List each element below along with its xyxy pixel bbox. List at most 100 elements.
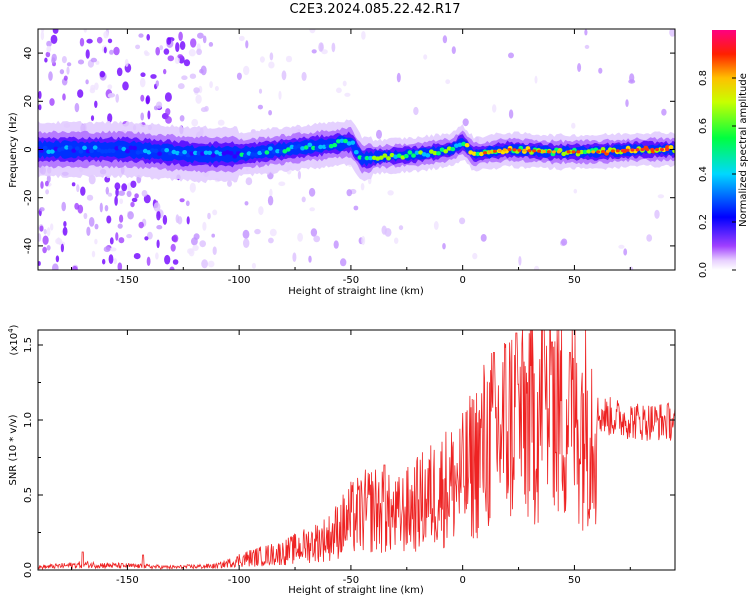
- spectrogram-noise-cell: [177, 54, 183, 59]
- spectrogram-noise-cell: [40, 30, 45, 41]
- spectrogram-peak-cell: [556, 150, 561, 154]
- spectrogram-noise-cell: [285, 55, 293, 63]
- spectrogram-noise-cell: [162, 214, 168, 225]
- spectrogram-ridge-cell: [289, 144, 295, 150]
- colorbar-tick-label: 0.4: [698, 166, 709, 182]
- spectrogram-noise-cell: [114, 195, 118, 206]
- snr-frame: [37, 329, 676, 571]
- spectrogram-noise-cell: [139, 77, 146, 88]
- spectrogram-noise-cell: [257, 104, 263, 110]
- spectrogram-noise-cell: [39, 207, 45, 212]
- spectrogram-peak-cell: [655, 147, 660, 152]
- spectrogram-noise-cell: [138, 221, 144, 229]
- spectrogram-ridge-cell: [64, 145, 69, 150]
- snr-x-tick-label: 50: [568, 575, 581, 586]
- spectrogram-noise-cell: [95, 60, 100, 65]
- spectrogram-peak-cell: [512, 148, 517, 152]
- spectrogram-ridge-cell: [582, 149, 588, 155]
- spectrogram-ridge-cell: [350, 140, 356, 145]
- spectrogram-peak-cell: [605, 149, 610, 153]
- spectrogram-noise-cell: [207, 212, 211, 220]
- spectrogram-ridge-cell: [561, 151, 567, 157]
- spectrogram-peak-cell: [502, 148, 507, 152]
- spectrogram-ridge-cell: [353, 150, 359, 155]
- spectrogram-ridge-cell: [336, 139, 341, 144]
- spectrogram-noise-cell: [301, 71, 307, 81]
- spectrogram-noise-cell: [140, 72, 146, 77]
- spectrogram-noise-cell: [268, 61, 275, 69]
- snr-y-label: SNR (10 * v/v): [8, 414, 19, 485]
- spectrogram-noise-cell: [346, 189, 353, 197]
- spectrogram-noise-cell: [83, 212, 88, 220]
- spectrogram-noise-cell: [146, 256, 151, 266]
- spectrogram-noise-cell: [625, 99, 629, 107]
- spectrogram-ridge-cell: [303, 145, 309, 150]
- spectrogram-noise-cell: [103, 246, 111, 253]
- spectrogram-noise-cell: [340, 258, 347, 267]
- spectrogram-ridge-cell: [182, 150, 188, 155]
- spectrogram-noise-cell: [313, 235, 321, 243]
- spectrogram-noise-cell: [90, 57, 98, 63]
- spectrogram-noise-cell: [175, 214, 180, 224]
- spectrogram-noise-cell: [147, 231, 153, 240]
- spectrogram-peak-cell: [532, 149, 537, 153]
- spectrogram-noise-cell: [153, 202, 161, 212]
- spectrogram-noise-cell: [49, 98, 55, 106]
- spectrogram-peak-cell: [650, 147, 655, 152]
- spectrogram-noise-cell: [561, 238, 568, 246]
- spectrogram-noise-cell: [308, 255, 312, 263]
- spectrogram-noise-cell: [199, 68, 204, 74]
- spectrogram-noise-cell: [292, 252, 297, 262]
- spectrogram-noise-cell: [163, 48, 170, 55]
- spectrogram-noise-cell: [217, 119, 225, 126]
- spectrogram-noise-cell: [117, 223, 123, 229]
- spectrogram-ticks: -150 -100 -50 0 50 -40 -20 0 20 40: [23, 29, 675, 286]
- spectrogram-ridge-cell: [164, 148, 170, 153]
- spectrogram-noise-cell: [140, 94, 145, 102]
- spectrogram-noise-cell: [46, 174, 51, 183]
- spectrogram-noise-cell: [258, 206, 264, 216]
- spectrogram-peak-cell: [527, 149, 532, 153]
- spectrogram-noise-cell: [598, 67, 603, 74]
- spectrogram-noise-cell: [165, 108, 171, 116]
- snr-x-tick-label: -150: [116, 575, 139, 586]
- spectrogram-noise-cell: [122, 81, 129, 91]
- spectrogram-noise-cell: [311, 49, 317, 54]
- spectrogram-ridge-cell: [132, 145, 138, 151]
- spectrogram-noise-cell: [51, 57, 56, 64]
- spectrogram-noise-cell: [43, 228, 47, 235]
- spectrogram-noise-cell: [50, 223, 54, 231]
- spectrogram-ridge-cell: [411, 153, 416, 158]
- spectrogram-peak-cell: [537, 149, 542, 153]
- spectrogram-noise-cell: [156, 239, 160, 249]
- spectrogram-ridge-cell: [364, 155, 370, 161]
- spectrogram-noise-cell: [577, 63, 582, 72]
- spectrogram-peak-cell: [497, 149, 502, 153]
- spectrogram-noise-cell: [131, 197, 138, 203]
- spectrogram-noise-cell: [623, 248, 628, 256]
- spectrogram-noise-cell: [130, 180, 137, 188]
- spectrogram-y-tick-label: 20: [23, 95, 34, 108]
- spectrogram-x-tick-label: 50: [568, 275, 581, 286]
- spectrogram-noise-cell: [281, 70, 287, 81]
- spectrogram-y-tick-label: -40: [23, 238, 34, 254]
- spectrogram-noise-cell: [115, 188, 119, 197]
- spectrogram-noise-cell: [108, 254, 114, 264]
- spectrogram-ridge-cell: [189, 151, 195, 156]
- spectrogram-noise-cell: [40, 181, 44, 189]
- spectrogram-noise-cell: [66, 66, 70, 75]
- spectrogram-noise-cell: [107, 192, 113, 197]
- spectrogram-peak-cell: [610, 149, 615, 153]
- spectrogram-noise-cell: [189, 73, 197, 79]
- spectrogram-noise-cell: [83, 29, 87, 33]
- spectrogram-x-tick-label: 0: [459, 275, 465, 286]
- spectrogram-noise-cell: [141, 190, 148, 197]
- spectrogram-noise-cell: [135, 44, 141, 50]
- spectrogram-noise-cell: [115, 232, 119, 241]
- spectrogram-noise-cell: [86, 226, 91, 236]
- spectrogram-peak-cell: [630, 148, 635, 152]
- spectrogram-noise-cell: [267, 195, 274, 206]
- spectrogram-noise-cell: [94, 100, 98, 109]
- spectrogram-noise-cell: [94, 238, 98, 245]
- spectrogram-noise-cell: [188, 49, 196, 57]
